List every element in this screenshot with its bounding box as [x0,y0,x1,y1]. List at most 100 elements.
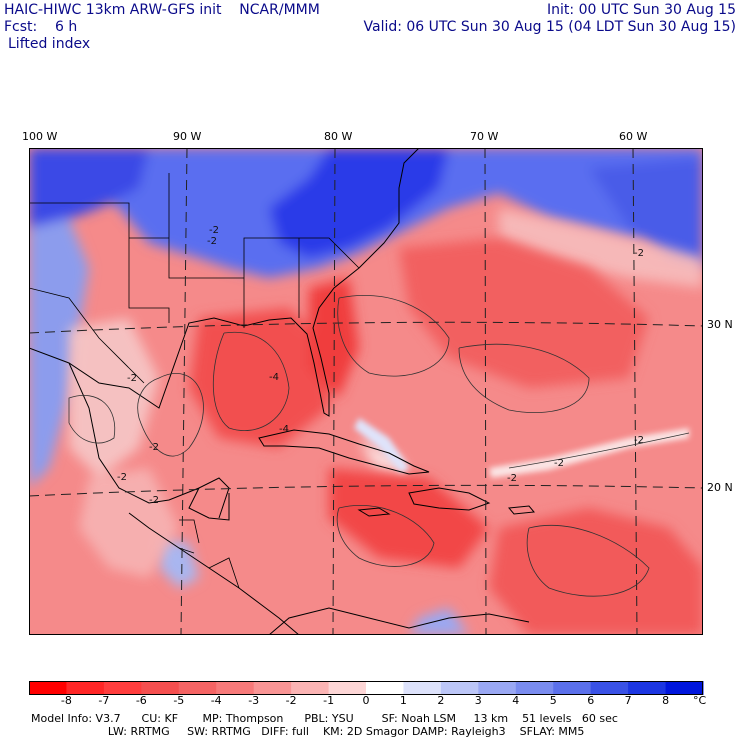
stable-region-caribbean [409,608,469,635]
contour-label: -2 [554,458,564,469]
political-borders [29,173,360,589]
colorbar-cell [440,681,479,695]
contour-d [458,343,590,413]
puerto-rico-coast [508,505,535,515]
contour-label: -4 [279,424,289,435]
meridian-90w [180,148,188,635]
contour-a [137,373,204,457]
colorbar-cell [628,681,667,695]
us-mexico-border [29,287,145,384]
colorbar-tick-label: 2 [437,694,445,707]
colorbar-tick-label: -7 [98,694,110,707]
unstable-region-caribbean [329,468,489,568]
stable-region-northwest [29,148,149,228]
colorbar-cell [178,681,217,695]
central-america-borders [178,519,240,589]
yucatan-coast [188,487,230,521]
contour-e [336,504,435,567]
coastlines [29,148,535,635]
lon-label-90w: 90 W [173,130,202,143]
contour-g [68,395,116,444]
colorbar-cell [29,681,67,695]
light-streaks [354,418,689,478]
colorbar-cell [66,681,105,695]
unstable-region-florida-east [309,278,359,398]
contour-label: -4 [269,372,279,383]
lat-lon-grid [29,148,703,635]
lon-label-80w: 80 W [324,130,353,143]
stable-regions [29,148,703,635]
contour-label: -2 [634,248,644,259]
contour-label: -2 [149,495,159,506]
neutral-region-atlantic-band [499,208,703,288]
meridian-60w [632,148,638,635]
contour-f [526,525,650,597]
stable-region-east [589,158,703,268]
mexico-coast [68,362,230,519]
colorbar-cell [141,681,180,695]
meridian-70w [484,148,487,635]
lon-label-100w: 100 W [22,130,58,143]
colorbar-tick-label: -1 [323,694,335,707]
contour-value-labels: -2 -2 -2 -4 -2 -2 -2 -2 -4 -2 -2 -2 [117,225,644,506]
lifted-index-map: -2 -2 -2 -4 -2 -2 -2 -2 -4 -2 -2 -2 [29,148,703,635]
contour-label: -2 [127,373,137,384]
cuba-coast [258,429,430,475]
contour-label: -2 [207,236,217,247]
lon-label-70w: 70 W [470,130,499,143]
colorbar-cell [291,681,330,695]
colorbar-cell [103,681,142,695]
colorbar-tick-label: 0 [362,694,370,707]
colorbar-frame [29,681,703,695]
contour-h [508,432,690,469]
colorbar-tick-label: -8 [60,694,72,707]
colorbar-unit: °C [693,694,707,707]
contour-b [212,331,290,431]
colorbar-tick-label: 7 [624,694,632,707]
field-name: Lifted index [8,36,91,52]
neutral-region-west [69,318,159,478]
colorbar-cell [366,681,404,695]
streak-bahamas [354,418,409,473]
unstable-regions [189,238,703,635]
lon-label-60w: 60 W [619,130,648,143]
colorbar-tick-label: -3 [248,694,260,707]
colorbar-cell [253,681,292,695]
colorbar-cell [553,681,592,695]
colorbar-cells [29,681,704,695]
colorbar-tick-label: -2 [285,694,297,707]
unstable-region-gulf [189,308,329,448]
lat-label-20n: 20 N [707,481,733,494]
colorbar-tick-labels: -8 -7 -6 -5 -4 -3 -2 -1 0 1 2 3 4 5 6 7 8 [0,695,740,709]
parallel-30n [29,321,703,334]
model-info-line-1: Model Info: V3.7 CU: KF MP: Thompson PBL… [31,712,618,725]
central-america-coast [128,512,300,635]
colorbar-cell [216,681,255,695]
us-gulf-coast [29,148,420,417]
valid-time: Valid: 06 UTC Sun 30 Aug 15 (04 LDT Sun … [363,19,737,35]
model-info-line-2: LW: RRTMG SW: RRTMG DIFF: full KM: 2D Sm… [31,725,585,738]
init-time: Init: 00 UTC Sun 30 Aug 15 [547,2,736,18]
colorbar-tick-label: 3 [474,694,482,707]
colorbar-cell [665,681,704,695]
contour-c [337,295,450,377]
colorbar-tick-label: -4 [210,694,222,707]
stable-region-west [29,218,89,488]
meridian-80w [332,148,336,635]
map-frame [29,148,703,635]
unstable-region-southeast [489,508,703,635]
contour-lines [68,295,690,597]
lat-label-30n: 30 N [707,318,733,331]
contour-label: -2 [117,472,127,483]
jamaica-coast [357,507,391,517]
unstable-region-atlantic [399,238,649,388]
colorbar-tick-label: 1 [399,694,407,707]
colorbar-cell [590,681,629,695]
contour-label: -2 [507,473,517,484]
contour-label: -2 [149,442,159,453]
colorbar-cell [403,681,442,695]
forecast-hour: Fcst: 6 h [4,19,78,35]
hispaniola-coast [408,487,491,511]
colorbar-tick-label: -6 [135,694,147,707]
colorbar-tick-label: 8 [662,694,670,707]
